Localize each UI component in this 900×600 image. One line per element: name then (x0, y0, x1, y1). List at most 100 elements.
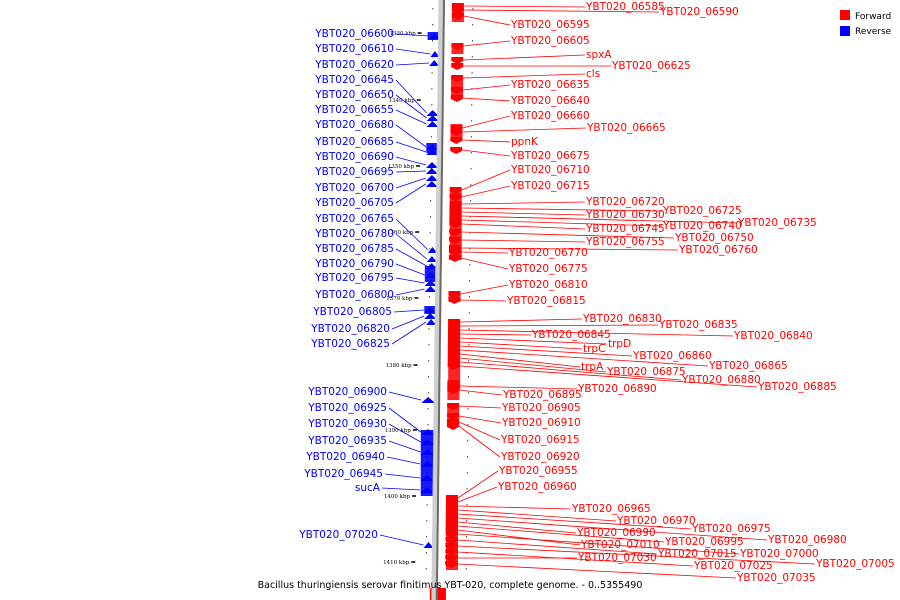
reverse-gene-label: YBT020_06620 (314, 59, 394, 71)
legend: Forward Reverse (840, 10, 892, 37)
reverse-gene-label: YBT020_06600 (314, 28, 394, 40)
forward-leader-line (460, 251, 509, 254)
kbp-tick-label: 1390 kbp (385, 428, 412, 434)
reverse-gene-block (420, 430, 435, 496)
forward-gene-label: YBT020_06770 (508, 247, 588, 259)
forward-leader-line (457, 517, 768, 541)
forward-leader-line (457, 513, 692, 530)
reverse-gene-label: YBT020_06765 (314, 213, 394, 225)
forward-leader-line (457, 551, 694, 567)
forward-leader-line (457, 509, 617, 522)
forward-leader-line (459, 385, 578, 390)
reverse-leader-line (388, 440, 421, 453)
forward-leader-line (457, 521, 577, 534)
forward-gene-label: YBT020_06990 (576, 527, 656, 539)
kbp-tick: 1340 kbp (389, 98, 421, 104)
reverse-gene-block (424, 306, 437, 314)
forward-gene-label: YBT020_06840 (733, 330, 813, 342)
forward-gene-label: YBT020_06640 (510, 95, 590, 107)
forward-gene-label: YBT020_06725 (662, 205, 742, 217)
kbp-tick-label: 1410 kbp (383, 560, 410, 566)
forward-leader-line (461, 207, 663, 212)
reverse-gene-label: YBT020_06680 (314, 119, 394, 131)
reverse-leader-line (388, 407, 422, 433)
forward-leader-line (461, 211, 586, 216)
forward-gene-label: YBT020_07010 (580, 539, 660, 551)
forward-gene-feature (451, 63, 464, 70)
forward-leader-line (459, 357, 607, 373)
reverse-gene-label: YBT020_06795 (314, 272, 394, 284)
forward-gene-block (451, 78, 464, 98)
forward-leader-line (459, 353, 581, 368)
reverse-gene-feature (428, 247, 437, 253)
forward-leader-line (460, 299, 507, 302)
forward-leader-line (457, 505, 572, 510)
reverse-gene-label: YBT020_06645 (314, 74, 394, 86)
reverse-gene-label: YBT020_06785 (314, 243, 394, 255)
reverse-gene-label: YBT020_06820 (310, 323, 390, 335)
forward-gene-label: YBT020_06905 (501, 402, 581, 414)
forward-gene-label: YBT020_06880 (681, 374, 761, 386)
gene-features (420, 3, 464, 600)
reverse-gene-label: YBT020_06655 (314, 104, 394, 116)
forward-gene-label: YBT020_06830 (582, 313, 662, 325)
kbp-tick-label: 1380 kbp (385, 363, 412, 369)
reverse-gene-feature (425, 175, 438, 181)
forward-gene-label: YBT020_06835 (658, 319, 738, 331)
forward-gene-label: YBT020_06740 (662, 220, 742, 232)
reverse-leader-line (391, 315, 425, 330)
forward-leader-line (461, 215, 738, 224)
forward-gene-label: YBT020_06955 (498, 465, 578, 477)
forward-leader-line (462, 115, 511, 129)
forward-gene-label: YBT020_06915 (500, 434, 580, 446)
forward-gene-label: cls (586, 68, 600, 80)
forward-leader-line (463, 9, 660, 13)
kbp-tick: 1410 kbp (383, 560, 416, 566)
reverse-leader-line (395, 141, 427, 153)
forward-gene-block (446, 500, 458, 570)
legend-forward-swatch (840, 10, 850, 20)
forward-gene-label: YBT020_06745 (585, 223, 665, 235)
forward-leader-line (457, 529, 581, 546)
reverse-leader-line (395, 233, 428, 260)
leader-lines (379, 5, 816, 579)
reverse-leader-line (388, 423, 421, 443)
kbp-tick: 1380 kbp (385, 363, 418, 369)
reverse-leader-line (395, 33, 430, 37)
forward-leader-line (462, 139, 511, 143)
reverse-gene-feature (424, 280, 437, 286)
forward-gene-label: YBT020_06715 (510, 180, 590, 192)
forward-gene-label: YBT020_06660 (510, 110, 590, 122)
forward-gene-label: YBT020_06845 (531, 329, 611, 341)
reverse-leader-line (395, 62, 430, 66)
forward-gene-label: YBT020_06760 (678, 244, 758, 256)
forward-gene-label: YBT020_06975 (691, 523, 771, 535)
reverse-leader-line (395, 263, 425, 276)
forward-gene-block (447, 380, 460, 400)
forward-gene-label: YBT020_07000 (739, 548, 819, 560)
forward-gene-label: YBT020_06625 (611, 60, 691, 72)
forward-gene-label: YBT020_06735 (737, 217, 817, 229)
forward-gene-label: YBT020_06810 (508, 279, 588, 291)
forward-leader-line (457, 486, 498, 503)
forward-gene-block (449, 190, 462, 260)
forward-leader-line (463, 40, 511, 47)
reverse-gene-block (424, 266, 437, 282)
forward-gene-label: YBT020_06910 (501, 417, 581, 429)
forward-leader-line (457, 533, 740, 555)
forward-leader-line (463, 15, 511, 26)
kbp-tick-label: 1350 kbp (388, 164, 415, 170)
reverse-gene-label: YBT020_06780 (314, 228, 394, 240)
reverse-leader-line (395, 124, 427, 148)
reverse-leader-line (393, 309, 425, 313)
reverse-leader-line (395, 156, 427, 166)
reverse-leader-line (381, 487, 421, 491)
reverse-leader-line (395, 277, 425, 284)
forward-leader-line (457, 545, 816, 565)
kbp-tick-label: 1340 kbp (389, 98, 416, 104)
reverse-gene-feature (426, 110, 439, 116)
forward-leader-line (459, 389, 503, 396)
forward-leader-line (462, 127, 587, 133)
forward-gene-feature (446, 423, 459, 430)
